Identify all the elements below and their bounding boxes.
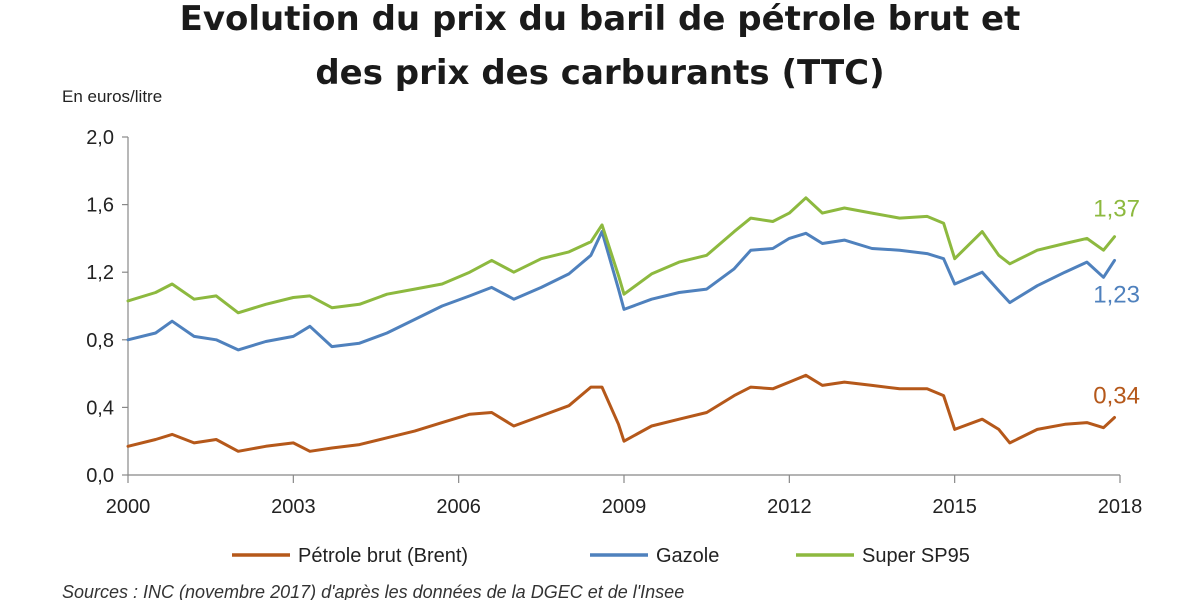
y-tick-label: 0,8: [86, 330, 114, 352]
x-tick-label: 2018: [1098, 496, 1143, 518]
x-tick-label: 2009: [602, 496, 647, 518]
legend-label-2: Gazole: [656, 545, 719, 567]
y-tick-label: 0,0: [86, 465, 114, 487]
series-end-label-1: 0,34: [1093, 383, 1140, 410]
chart-title-line-2: des prix des carburants (TTC): [315, 53, 884, 93]
x-tick-label: 2006: [436, 496, 481, 518]
y-axis-unit-label: En euros/litre: [62, 87, 162, 106]
series-line-2: [126, 230, 1116, 352]
legend: Pétrole brut (Brent) Gazole Super SP95: [232, 545, 970, 567]
x-tick-label: 2012: [767, 496, 812, 518]
source-note: Sources : INC (novembre 2017) d'après le…: [62, 582, 684, 600]
x-tick-label: 2000: [106, 496, 151, 518]
y-tick-label: 1,2: [86, 262, 114, 284]
x-tick-label: 2015: [932, 496, 977, 518]
series-end-label-2: 1,23: [1093, 281, 1140, 308]
series-line-1: [126, 373, 1116, 453]
end-labels: 0,34 1,23 1,37: [1093, 196, 1140, 410]
legend-label-3: Super SP95: [862, 545, 970, 567]
y-tick-label: 2,0: [86, 127, 114, 149]
series-end-label-3: 1,37: [1093, 196, 1140, 223]
series-lines: [126, 196, 1116, 453]
series-line-3: [126, 196, 1116, 315]
y-tick-label: 0,4: [86, 397, 114, 419]
chart-title-line-1: Evolution du prix du baril de pétrole br…: [180, 0, 1021, 39]
y-tick-label: 1,6: [86, 195, 114, 217]
legend-label-1: Pétrole brut (Brent): [298, 545, 468, 567]
x-tick-label: 2003: [271, 496, 316, 518]
axes: 0,0 0,4 0,8 1,2 1,6 2,0 2000 2003 2006 2009 2012 20…: [86, 127, 1142, 518]
